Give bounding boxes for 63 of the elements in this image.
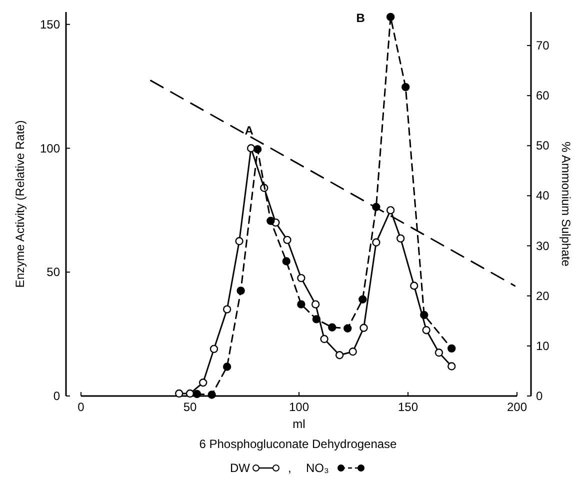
point <box>253 145 262 154</box>
point <box>297 274 306 282</box>
legend-label: NO₃ <box>306 461 329 475</box>
point <box>372 238 380 246</box>
point <box>297 300 306 308</box>
point <box>312 315 321 324</box>
point <box>198 378 208 387</box>
y2-tick-label: 20 <box>536 288 550 303</box>
x-tick-label: 0 <box>78 400 85 414</box>
point <box>282 257 290 266</box>
y2-axis-title: % Ammonium Sulphate <box>559 142 573 267</box>
point <box>222 362 232 371</box>
y2-tick-label: 40 <box>536 188 550 203</box>
y-tick-label: 150 <box>40 17 60 32</box>
point <box>402 82 410 92</box>
point <box>186 389 194 398</box>
x-tick-label: 50 <box>183 400 197 414</box>
point <box>396 234 405 243</box>
point <box>348 348 357 356</box>
x-tick-label: 200 <box>506 400 528 414</box>
x-axis-title: ml <box>292 417 306 431</box>
point <box>335 351 344 360</box>
y-tick-label: 0 <box>53 389 60 403</box>
annotation: A <box>244 123 254 138</box>
y2-tick-label: 0 <box>536 389 543 403</box>
y2-tick-label: 70 <box>536 38 550 53</box>
y2-tick-label: 50 <box>536 138 550 153</box>
text: , <box>288 461 292 475</box>
point <box>328 323 336 332</box>
annotation: B <box>356 10 366 25</box>
point <box>222 305 232 314</box>
point <box>210 344 218 354</box>
point <box>311 300 320 308</box>
legend-label: DW <box>230 461 251 475</box>
y-tick-label: 100 <box>40 141 60 156</box>
point <box>422 326 430 334</box>
y2-tick-label: 60 <box>536 88 550 103</box>
point <box>386 12 395 22</box>
y-tick-label: 50 <box>46 265 60 280</box>
point <box>175 389 184 398</box>
y2-tick-label: 30 <box>536 238 550 253</box>
point <box>448 362 456 370</box>
y2-tick-label: 10 <box>536 338 550 353</box>
point <box>192 390 202 398</box>
x-tick-label: 100 <box>288 400 310 414</box>
point <box>434 348 444 357</box>
point <box>420 310 428 320</box>
point <box>344 324 352 332</box>
point <box>236 286 245 295</box>
point <box>235 237 244 246</box>
x-tick-label: 150 <box>398 400 418 414</box>
point <box>266 216 275 225</box>
point <box>360 324 368 332</box>
text: 6 Phosphogluconate Dehydrogenase <box>199 437 398 451</box>
point <box>386 206 395 214</box>
point <box>410 282 418 290</box>
point <box>246 144 256 152</box>
point <box>320 334 328 344</box>
y-axis-title: Enzyme Activity (Relative Rate) <box>13 120 27 288</box>
point <box>208 390 216 399</box>
point <box>358 295 367 304</box>
point <box>448 344 456 353</box>
point <box>283 236 292 244</box>
